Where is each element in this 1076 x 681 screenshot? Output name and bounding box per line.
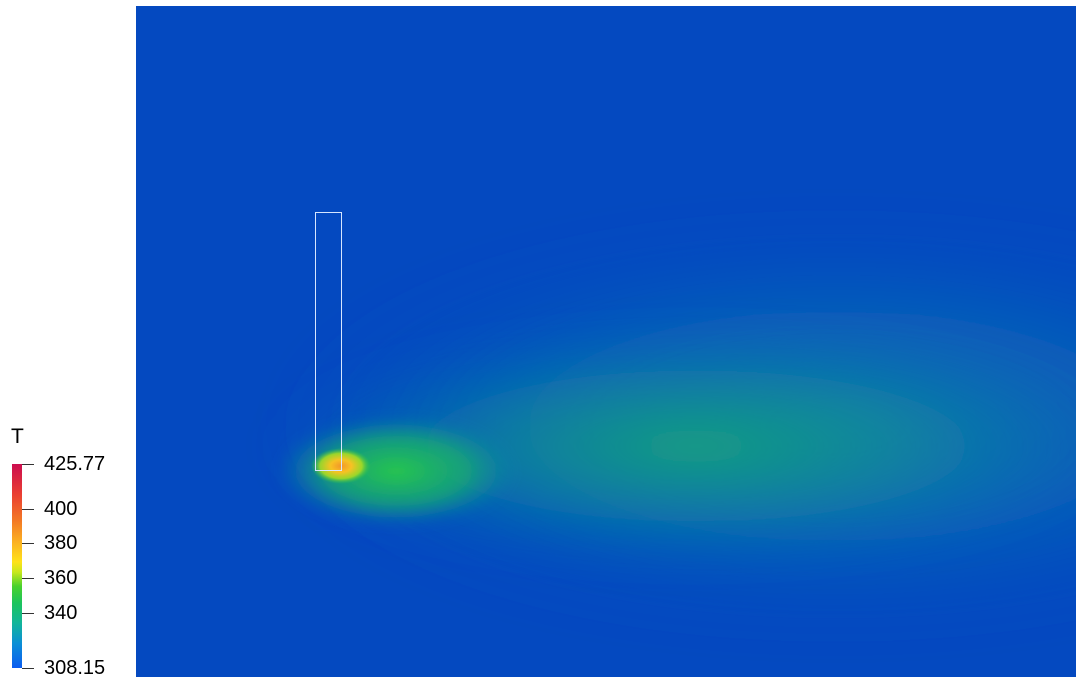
colorbar-tick-mark: [22, 668, 34, 669]
colorbar-tick-label: 308.15: [44, 657, 106, 679]
colorbar-tick-mark: [22, 578, 34, 579]
colorbar-tick-mark: [22, 613, 34, 614]
render-viewport[interactable]: [136, 6, 1076, 677]
colorbar-tick-label: 400: [44, 498, 78, 520]
colorbar-tick-mark: [22, 464, 34, 465]
colorbar-tick-label: 380: [44, 532, 78, 554]
colorbar: [12, 464, 22, 668]
legend-title: T: [11, 425, 24, 448]
chimney-outline: [315, 212, 342, 471]
colorbar-tick-label: 360: [44, 567, 78, 589]
colorbar-tick-mark: [22, 543, 34, 544]
temperature-field: [136, 6, 1076, 677]
colorbar-tick-label: 425.77: [44, 453, 106, 475]
colorbar-tick-label: 340: [44, 602, 78, 624]
colorbar-tick-mark: [22, 509, 34, 510]
plume-near-field: [276, 416, 516, 526]
